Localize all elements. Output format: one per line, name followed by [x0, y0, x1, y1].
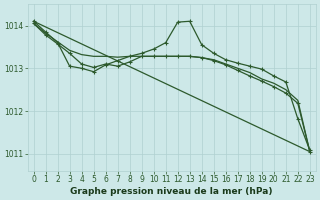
X-axis label: Graphe pression niveau de la mer (hPa): Graphe pression niveau de la mer (hPa) [70, 187, 273, 196]
